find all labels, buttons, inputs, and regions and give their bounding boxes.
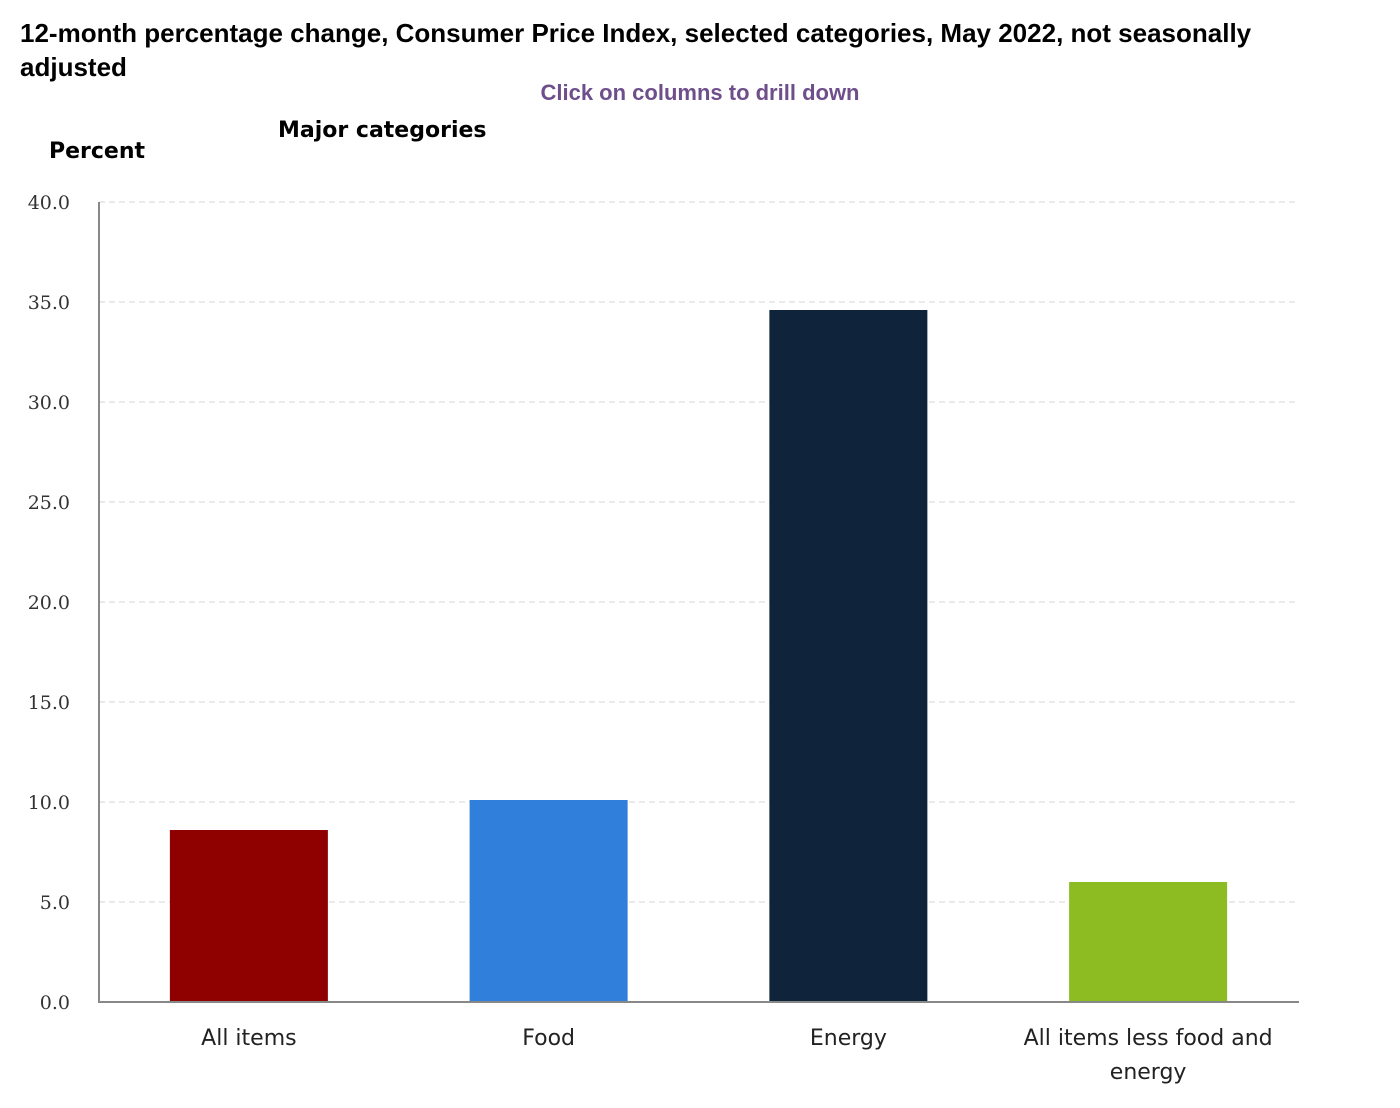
x-category-label: Food: [522, 1026, 575, 1051]
y-tick-label: 5.0: [40, 892, 70, 914]
y-tick-label: 30.0: [28, 392, 70, 414]
x-category-label-line: All items less food and: [1024, 1026, 1273, 1051]
x-category-label: All items: [201, 1026, 296, 1051]
bars: [169, 310, 1228, 1002]
x-category-label: Energy: [810, 1026, 887, 1051]
x-category-label-line: energy: [1110, 1060, 1187, 1085]
x-category-label-line: All items: [201, 1026, 296, 1051]
drill-down-hint: Click on columns to drill down: [540, 80, 860, 105]
y-tick-label: 0.0: [40, 992, 70, 1014]
y-tick-label: 40.0: [28, 192, 70, 214]
x-category-label: All items less food and energy: [1024, 1026, 1273, 1085]
y-axis-title: Percent: [49, 139, 146, 164]
bar-3[interactable]: [1069, 882, 1228, 1002]
y-tick-label: 10.0: [28, 792, 70, 814]
x-category-label-line: Food: [522, 1026, 575, 1051]
bar-1[interactable]: [469, 800, 628, 1002]
x-category-label-line: Energy: [810, 1026, 887, 1051]
chart-subtitle: Major categories: [278, 118, 487, 143]
bar-2[interactable]: [769, 310, 928, 1002]
y-tick-label: 15.0: [28, 692, 70, 714]
gridlines: [99, 201, 1298, 903]
y-tick-label: 20.0: [28, 592, 70, 614]
bar-0[interactable]: [169, 830, 328, 1002]
labels: 0.0 5.0 10.0 15.0 20.0 25.0 30.0 35.0 40.0 All it…: [28, 192, 1273, 1085]
y-tick-label: 35.0: [28, 292, 70, 314]
chart-title: 12-month percentage change, Consumer Pri…: [20, 18, 1252, 82]
y-tick-label: 25.0: [28, 492, 70, 514]
axes: [98, 202, 1299, 1003]
